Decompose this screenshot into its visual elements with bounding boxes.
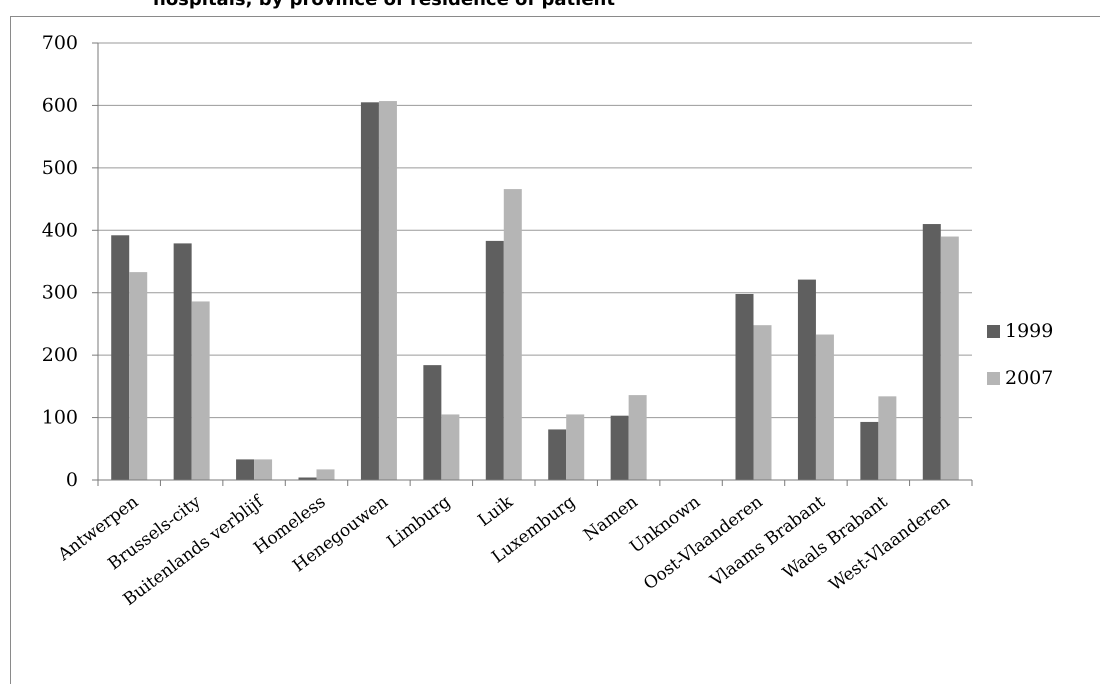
bar-1999	[360, 102, 379, 481]
x-category-label: Limburg	[383, 492, 454, 552]
bar-2007	[191, 301, 210, 480]
bar-2007	[503, 189, 522, 480]
chart-title-area: hospitals, by province of residence of p…	[0, 0, 1101, 16]
y-tick-label: 0	[66, 469, 78, 491]
bar-1999	[797, 279, 816, 480]
y-tick-label: 600	[42, 94, 78, 116]
bar-2007	[254, 459, 273, 480]
chart-frame	[10, 16, 1100, 684]
x-category-label: Vlaams Brabant	[706, 492, 829, 592]
bar-2007	[940, 236, 959, 480]
legend-label: 1999	[1005, 320, 1053, 342]
bar-1999	[298, 477, 317, 480]
legend-swatch-2007	[987, 372, 1000, 385]
x-category-label: Luik	[474, 492, 517, 531]
bar-1999	[860, 421, 879, 480]
bar-1999	[236, 459, 255, 480]
bar-2007	[566, 414, 585, 480]
x-category-label: Waals Brabant	[779, 492, 891, 584]
bar-1999	[111, 235, 130, 480]
bar-1999	[922, 224, 941, 480]
y-tick-label: 500	[42, 157, 78, 179]
bar-2007	[753, 325, 772, 480]
bar-1999	[173, 243, 192, 480]
y-tick-label: 100	[42, 407, 78, 429]
bar-2007	[628, 395, 647, 480]
bar-1999	[485, 240, 504, 480]
y-tick-label: 400	[42, 219, 78, 241]
y-tick-label: 700	[42, 32, 78, 54]
legend-label: 2007	[1005, 367, 1053, 389]
y-tick-label: 300	[42, 282, 78, 304]
legend-swatch-1999	[987, 325, 1000, 338]
bar-1999	[423, 365, 442, 480]
bar-2007	[815, 334, 834, 480]
chart-title: hospitals, by province of residence of p…	[153, 0, 615, 10]
bar-2007	[441, 414, 460, 480]
bar-2007	[878, 396, 897, 480]
bar-2007	[129, 272, 148, 480]
bar-1999	[735, 293, 754, 480]
bar-1999	[610, 415, 629, 480]
y-tick-label: 200	[42, 344, 78, 366]
bar-1999	[548, 429, 567, 480]
bar-2007	[378, 101, 397, 481]
bar-2007	[316, 469, 335, 480]
